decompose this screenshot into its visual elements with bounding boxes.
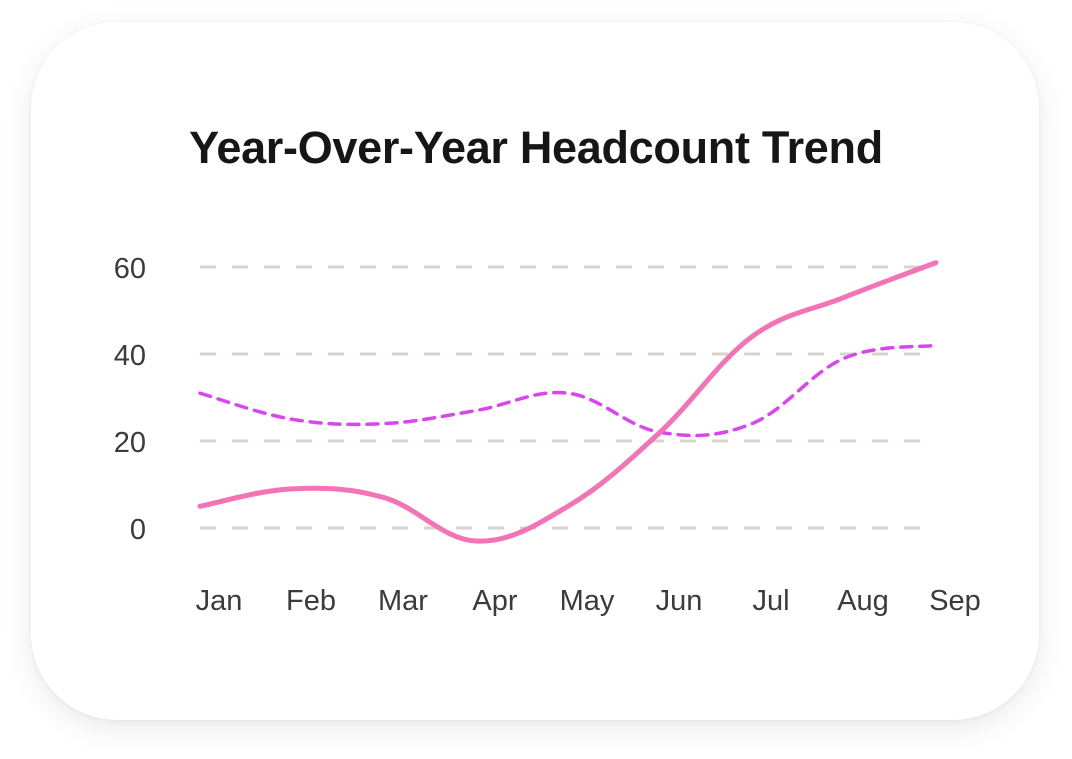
- gridlines: [200, 265, 936, 530]
- x-tick-label: Jan: [196, 585, 243, 617]
- chart-card: [31, 22, 1039, 720]
- y-tick-label: 0: [130, 514, 146, 546]
- y-tick-label: 40: [114, 340, 146, 372]
- x-tick-label: Sep: [929, 585, 981, 617]
- series-line-solid: [197, 260, 939, 544]
- x-tick-label: Aug: [837, 585, 889, 617]
- y-axis-ticks: 60 40 20 0: [114, 253, 146, 546]
- chart-title: Year-Over-Year Headcount Trend: [189, 122, 883, 173]
- series-lines: [197, 260, 939, 544]
- y-tick-label: 60: [114, 253, 146, 285]
- x-tick-label: Mar: [378, 585, 428, 617]
- x-tick-label: Jun: [656, 585, 703, 617]
- x-tick-label: May: [560, 585, 615, 617]
- x-tick-label: Apr: [472, 585, 517, 617]
- series-line-dashed: [198, 343, 938, 438]
- x-axis-ticks: Jan Feb Mar Apr May Jun Jul Aug Sep: [196, 585, 981, 617]
- y-tick-label: 20: [114, 427, 146, 459]
- x-tick-label: Feb: [286, 585, 336, 617]
- x-tick-label: Jul: [752, 585, 789, 617]
